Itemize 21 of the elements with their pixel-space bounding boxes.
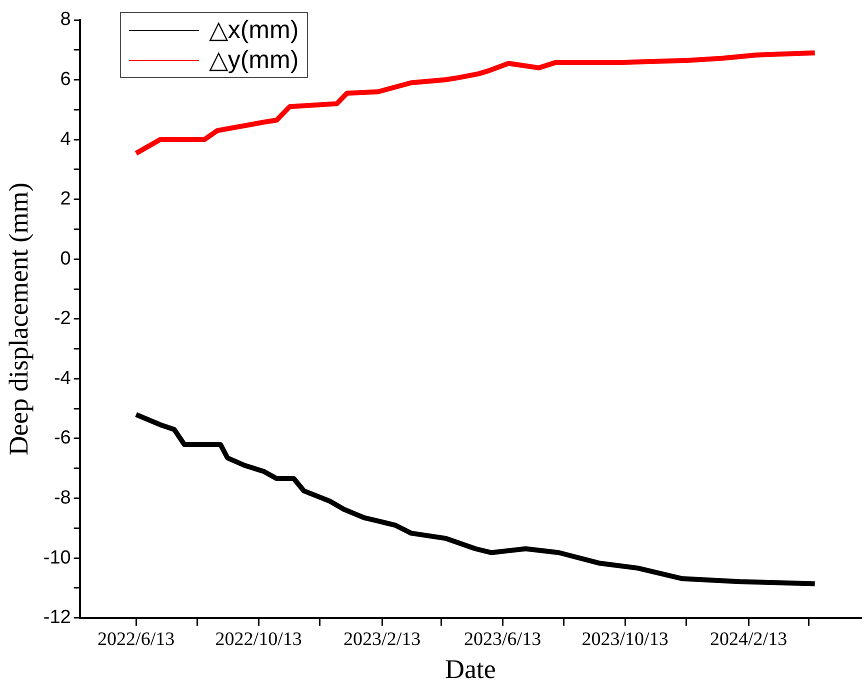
- legend-label: △x(mm): [208, 15, 299, 45]
- y-tick-label: -6: [54, 428, 71, 449]
- legend-label: △y(mm): [208, 45, 299, 75]
- y-tick-label: 4: [60, 128, 72, 150]
- x-tick-label: 2023/2/13: [344, 629, 421, 650]
- y-tick-label: 6: [60, 69, 71, 90]
- y-tick-label: -2: [54, 308, 71, 330]
- y-tick-label: -10: [43, 547, 71, 568]
- y-tick-label: -4: [54, 368, 72, 389]
- x-tick-label: 2023/10/13: [582, 629, 668, 650]
- y-axis-title: Deep displacement (mm): [3, 182, 34, 456]
- y-tick-label: -12: [43, 607, 71, 628]
- x-tick-label: 2024/2/13: [710, 629, 788, 650]
- y-tick-label: 8: [60, 9, 71, 30]
- x-axis-title: Date: [444, 654, 496, 684]
- y-tick-label: 0: [60, 248, 71, 270]
- x-tick-label: 2022/6/13: [98, 629, 175, 650]
- y-tick-label: 2: [60, 188, 71, 210]
- y-tick-label: -8: [54, 487, 71, 508]
- x-tick-label: 2022/10/13: [215, 629, 302, 650]
- x-tick-label: 2023/6/13: [464, 629, 542, 650]
